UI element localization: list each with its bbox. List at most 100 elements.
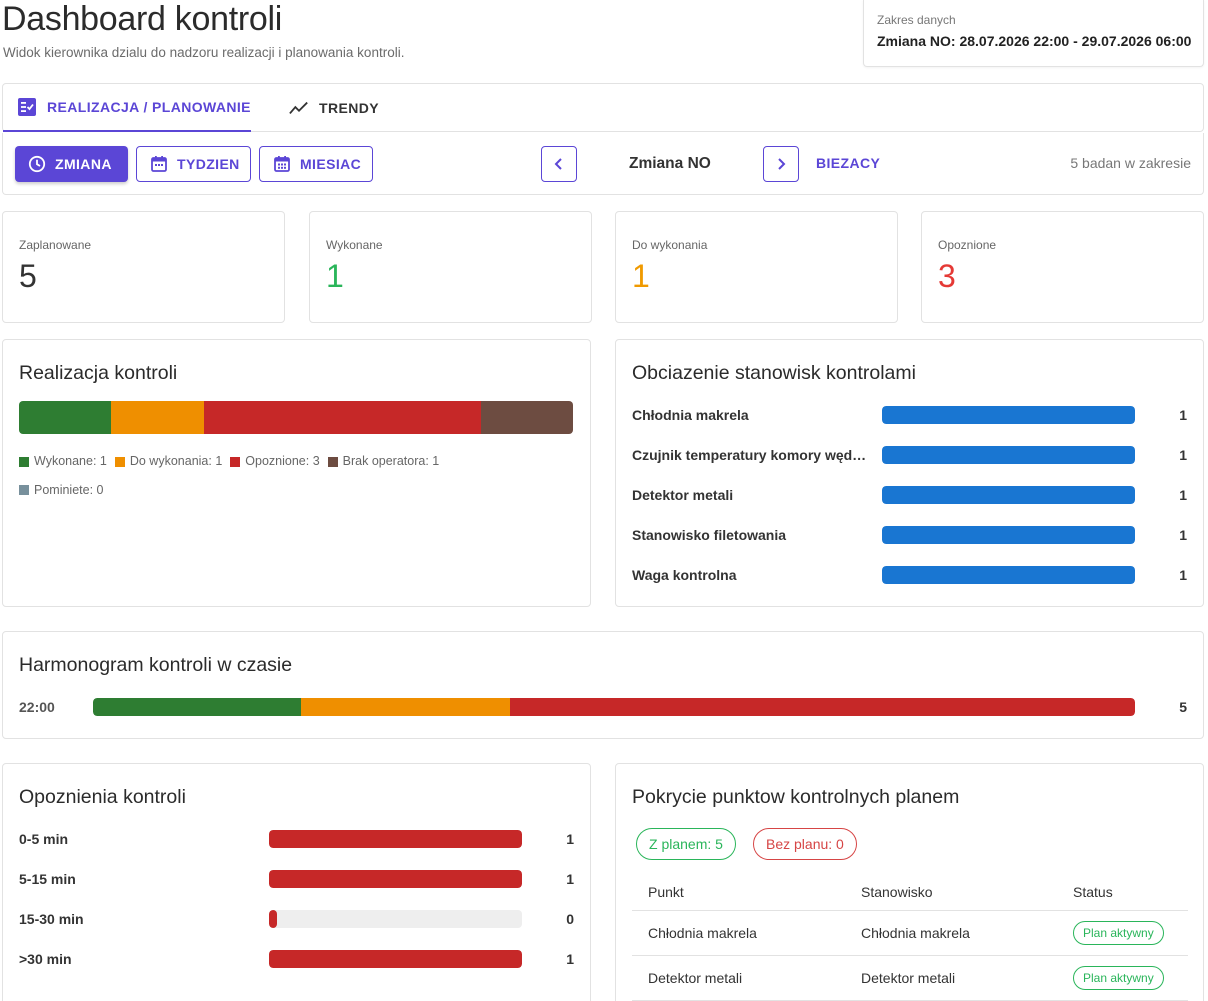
schedule-row: 22:00 5 [19, 698, 1191, 718]
station-row: Detektor metali 1 [632, 486, 1192, 506]
tab-realization-planning[interactable]: REALIZACJA / PLANOWANIE [3, 84, 251, 132]
schedule-stacked-bar [93, 698, 1135, 716]
cell-station: Detektor metali [861, 970, 956, 986]
stat-card-done: Wykonane 1 [309, 211, 592, 323]
chevron-left-icon [554, 158, 562, 170]
stat-value: 1 [326, 258, 344, 294]
column-header-point[interactable]: Punkt [648, 884, 684, 900]
schedule-total: 5 [1179, 699, 1187, 715]
delay-row-label: 15-30 min [19, 911, 84, 927]
week-button[interactable]: TYDZIEN [136, 146, 251, 182]
tab-trends[interactable]: TRENDY [287, 84, 379, 132]
legend-label: Opoznione: 3 [245, 454, 320, 468]
station-row-label: Czujnik temperatury komory wędzarniczej [632, 447, 870, 463]
with-plan-chip[interactable]: Z planem: 5 [636, 828, 736, 860]
station-row: Waga kontrolna 1 [632, 566, 1192, 586]
without-plan-chip[interactable]: Bez planu: 0 [753, 828, 857, 860]
delay-row-track [269, 870, 522, 888]
legend-swatch [114, 456, 125, 467]
schedule-title: Harmonogram kontroli w czasie [19, 654, 293, 676]
delay-row: >30 min 1 [19, 950, 579, 970]
legend-item: Brak operatora: 1 [327, 448, 440, 475]
station-row-value: 1 [1179, 567, 1187, 583]
realization-bar-segment [111, 401, 204, 434]
delay-row-track [269, 950, 522, 968]
month-button-label: MIESIAC [300, 156, 362, 172]
tab-realization-planning-label: REALIZACJA / PLANOWANIE [47, 99, 251, 115]
column-header-status[interactable]: Status [1073, 884, 1113, 900]
stat-card-planned: Zaplanowane 5 [2, 211, 285, 323]
delay-row-value: 1 [566, 871, 574, 887]
delay-row-value: 1 [566, 951, 574, 967]
legend-item: Do wykonania: 1 [114, 448, 223, 475]
tab-trends-label: TRENDY [319, 100, 379, 116]
previous-period-button[interactable] [541, 146, 577, 182]
coverage-title: Pokrycie punktow kontrolnych planem [632, 786, 960, 808]
legend-label: Wykonane: 1 [34, 454, 107, 468]
current-period-button[interactable]: BIEZACY [816, 155, 881, 171]
status-badge: Plan aktywny [1073, 921, 1164, 945]
station-row-label: Stanowisko filetowania [632, 527, 787, 543]
shift-button[interactable]: ZMIANA [15, 146, 128, 182]
shift-button-label: ZMIANA [55, 156, 112, 172]
legend-item: Pominiete: 0 [19, 477, 103, 504]
delay-row-bar [269, 910, 277, 928]
cell-station: Chłodnia makrela [861, 925, 970, 941]
realization-title: Realizacja kontroli [19, 362, 178, 384]
delay-row-label: 0-5 min [19, 831, 69, 847]
station-row-label: Chłodnia makrela [632, 407, 749, 423]
next-period-button[interactable] [763, 146, 799, 182]
stat-card-late: Opoznione 3 [921, 211, 1204, 323]
page-title: Dashboard kontroli [2, 0, 282, 38]
delay-row-track [269, 830, 522, 848]
delay-row-bar [269, 830, 522, 848]
station-row-track [882, 566, 1135, 584]
station-row: Chłodnia makrela 1 [632, 406, 1192, 426]
checklist-icon [17, 97, 37, 117]
schedule-time: 22:00 [19, 699, 55, 715]
stat-label: Do wykonania [632, 238, 708, 252]
week-button-label: TYDZIEN [177, 156, 240, 172]
station-row-label: Waga kontrolna [632, 567, 737, 583]
station-row-track [882, 446, 1135, 464]
station-row-bar [882, 406, 1135, 424]
station-row: Czujnik temperatury komory wędzarniczej 1 [632, 446, 1192, 466]
table-header: Punkt Stanowisko Status [632, 874, 1188, 911]
legend-label: Brak operatora: 1 [342, 454, 440, 468]
realization-stacked-bar [19, 401, 573, 434]
current-period-label: Zmiana NO [629, 155, 711, 172]
legend-swatch [19, 485, 29, 495]
delay-row-bar [269, 950, 522, 968]
delay-row: 0-5 min 1 [19, 830, 579, 850]
calendar-icon [150, 155, 168, 173]
schedule-bar-segment [509, 698, 1135, 716]
legend-item: Wykonane: 1 [19, 448, 107, 475]
station-row-bar [882, 486, 1135, 504]
delay-row-bar [269, 870, 522, 888]
station-row-value: 1 [1179, 487, 1187, 503]
table-row[interactable]: Chłodnia makrela Chłodnia makrela Plan a… [632, 911, 1188, 956]
realization-bar-segment [203, 401, 481, 434]
legend-label: Do wykonania: 1 [129, 454, 223, 468]
station-row-track [882, 486, 1135, 504]
realization-bar-segment [19, 401, 112, 434]
stat-card-todo: Do wykonania 1 [615, 211, 898, 323]
station-row-bar [882, 526, 1135, 544]
month-button[interactable]: MIESIAC [259, 146, 373, 182]
view-tabs: REALIZACJA / PLANOWANIE TRENDY [2, 83, 1204, 132]
legend-swatch [19, 456, 29, 467]
station-row-track [882, 406, 1135, 424]
schedule-bar-segment [301, 698, 510, 716]
table-row[interactable]: Detektor metali Detektor metali Plan akt… [632, 956, 1188, 1001]
column-header-station[interactable]: Stanowisko [861, 884, 933, 900]
calendar-month-icon [273, 155, 291, 173]
legend-swatch [230, 456, 241, 467]
page-subtitle: Widok kierownika dzialu do nadzoru reali… [3, 45, 405, 60]
legend-label: Pominiete: 0 [34, 482, 104, 497]
data-range-value: Zmiana NO: 28.07.2026 22:00 - 29.07.2026… [877, 33, 1192, 49]
status-badge: Plan aktywny [1073, 966, 1164, 990]
data-range-box: Zakres danych Zmiana NO: 28.07.2026 22:0… [863, 0, 1204, 67]
delay-row-value: 0 [566, 911, 574, 927]
station-row: Stanowisko filetowania 1 [632, 526, 1192, 546]
cell-point: Detektor metali [648, 970, 743, 986]
